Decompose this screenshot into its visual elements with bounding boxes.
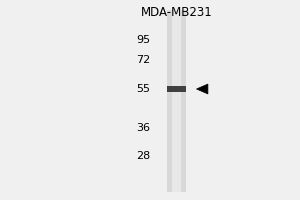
Bar (167, 86, 186, 92)
Bar (167, 10, 186, 192)
Text: 72: 72 (136, 55, 150, 65)
Text: 95: 95 (136, 35, 150, 45)
Polygon shape (196, 84, 208, 94)
Text: 28: 28 (136, 151, 150, 161)
Text: 36: 36 (136, 123, 150, 133)
Bar (172, 10, 181, 192)
Text: 55: 55 (136, 84, 150, 94)
Text: MDA-MB231: MDA-MB231 (141, 6, 213, 19)
